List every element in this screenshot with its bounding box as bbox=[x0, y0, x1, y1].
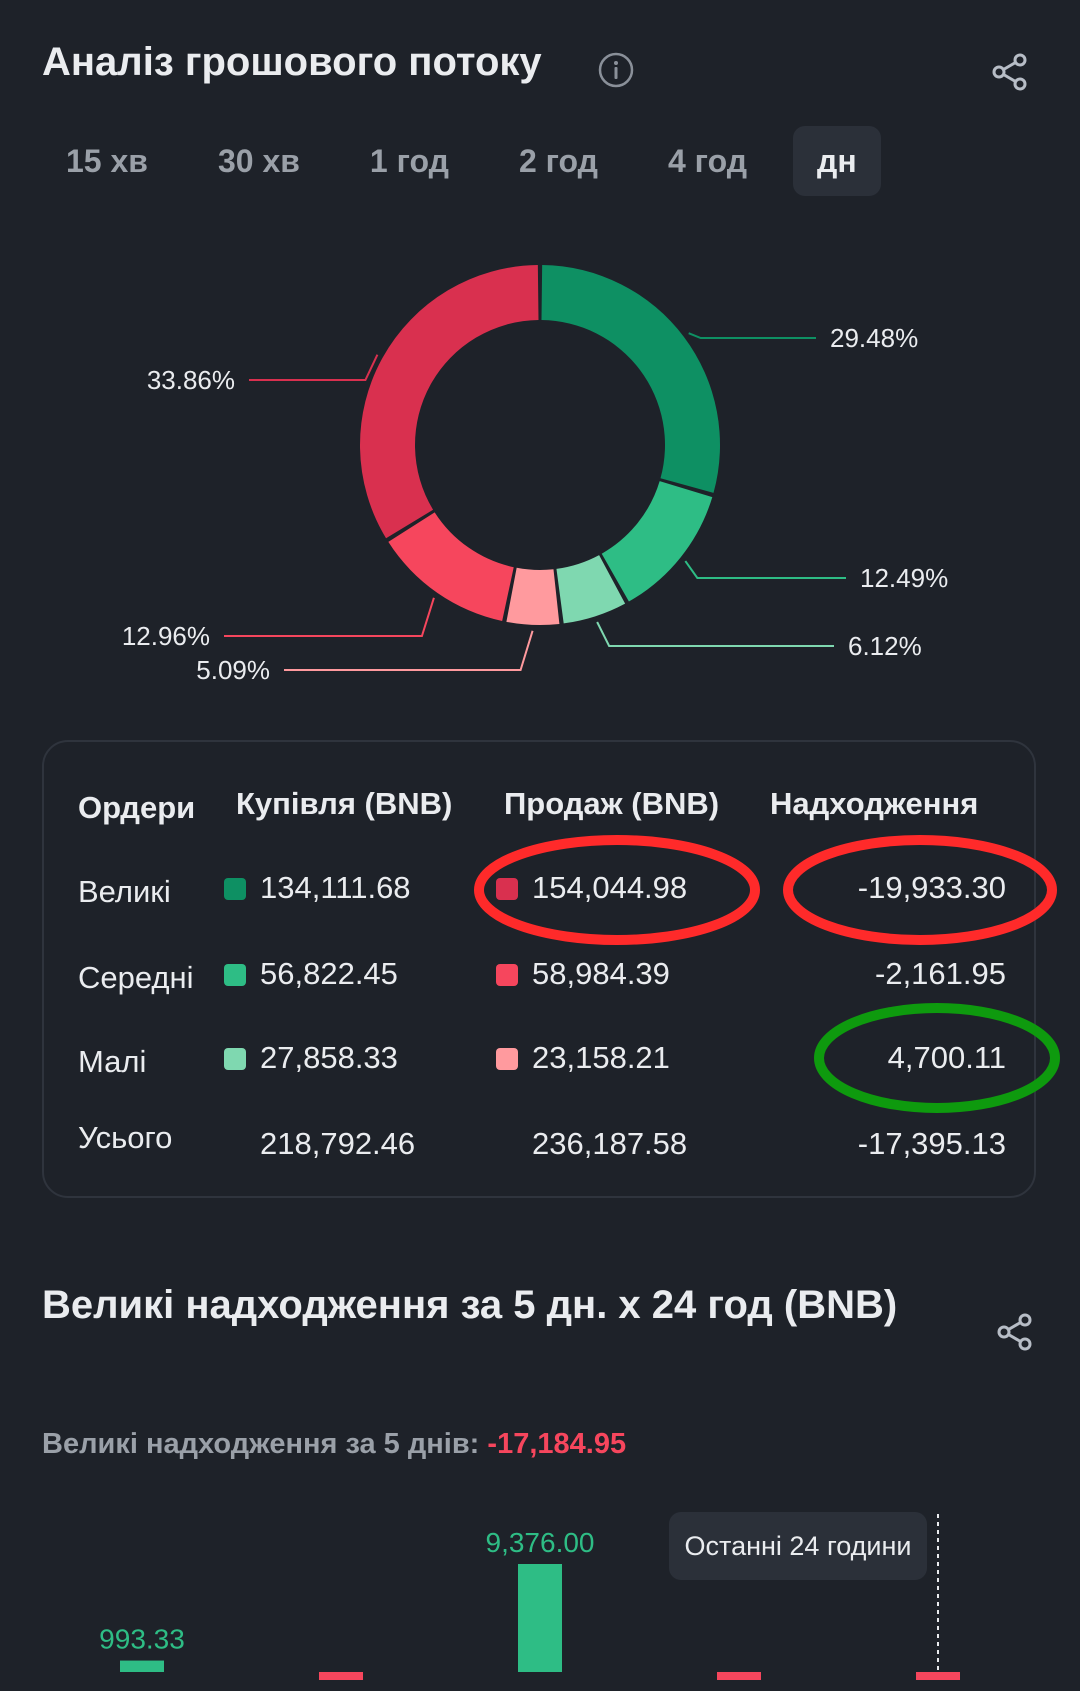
slice-buy-small-label: 6.12% bbox=[848, 631, 922, 661]
slice-buy-medium bbox=[601, 481, 713, 602]
row-name-medium: Середні bbox=[78, 960, 194, 995]
slice-buy-medium-label: 12.49% bbox=[860, 563, 948, 593]
buy-large-swatch bbox=[224, 878, 246, 900]
slice-sell-small-label: 5.09% bbox=[196, 655, 270, 685]
row-name-small: Малі bbox=[78, 1044, 147, 1079]
row-name-total: Усього bbox=[78, 1120, 173, 1155]
slice-buy-large-label: 29.48% bbox=[830, 323, 918, 353]
slice-sell-medium-leader bbox=[224, 597, 435, 637]
inflow-bar-chart: 993.33 9,376.00 bbox=[99, 1514, 960, 1680]
timeframe-tabs: 15 хв 30 хв 1 год 2 год 4 год дн bbox=[42, 126, 903, 196]
tab-1h[interactable]: 1 год bbox=[369, 143, 449, 179]
buy-small-swatch bbox=[224, 1048, 246, 1070]
buy-total: 218,792.46 bbox=[260, 1126, 416, 1161]
col-header-sell: Продаж (BNB) bbox=[504, 786, 720, 821]
col-header-buy: Купівля (BNB) bbox=[236, 786, 453, 821]
buy-medium-value: 56,822.45 bbox=[260, 956, 398, 991]
slice-buy-medium-leader bbox=[684, 560, 846, 579]
summary-value: -17,184.95 bbox=[487, 1428, 627, 1460]
row-name-large: Великі bbox=[78, 874, 171, 909]
buy-small-value: 27,858.33 bbox=[260, 1040, 398, 1075]
bar-4 bbox=[717, 1672, 761, 1680]
slice-sell-medium bbox=[388, 512, 514, 621]
tab-4h[interactable]: 4 год bbox=[667, 143, 747, 179]
buy-large: 134,111.68 bbox=[224, 870, 411, 906]
buy-large-value: 134,111.68 bbox=[260, 870, 411, 905]
slice-sell-large-leader bbox=[249, 354, 379, 381]
sell-medium: 58,984.39 bbox=[496, 956, 670, 992]
sell-total: 236,187.58 bbox=[532, 1126, 688, 1161]
share-icon[interactable] bbox=[990, 52, 1030, 92]
inflow-large: -19,933.30 bbox=[857, 870, 1006, 905]
slice-sell-large-label: 33.86% bbox=[147, 365, 235, 395]
sell-small-value: 23,158.21 bbox=[532, 1040, 670, 1075]
share-icon[interactable] bbox=[995, 1312, 1035, 1352]
sell-medium-value: 58,984.39 bbox=[532, 956, 670, 991]
bar-2 bbox=[319, 1672, 363, 1680]
buy-medium: 56,822.45 bbox=[224, 956, 398, 992]
inflow-medium: -2,161.95 bbox=[875, 956, 1006, 991]
inflow-total: -17,395.13 bbox=[857, 1126, 1006, 1161]
slice-buy-small-leader bbox=[596, 621, 834, 647]
donut-chart: 29.48% 12.49% 6.12% 5.09% 12.96% 33.86% bbox=[122, 265, 948, 685]
buy-small: 27,858.33 bbox=[224, 1040, 398, 1076]
sell-large-value: 154,044.98 bbox=[532, 870, 688, 905]
large-inflow-section-title: Великі надходження за 5 дн. х 24 год (BN… bbox=[42, 1283, 898, 1327]
orders-table: Ордери Купівля (BNB) Продаж (BNB) Надход… bbox=[42, 740, 1036, 1198]
col-header-inflow: Надходження bbox=[770, 786, 979, 821]
large-inflow-summary: Великі надходження за 5 днів: -17,184.95 bbox=[42, 1428, 626, 1461]
tab-30m[interactable]: 30 хв bbox=[217, 143, 300, 179]
slice-sell-medium-label: 12.96% bbox=[122, 621, 210, 651]
inflow-small: 4,700.11 bbox=[887, 1040, 1006, 1075]
slice-sell-small-leader bbox=[284, 630, 534, 671]
tab-2h[interactable]: 2 год bbox=[518, 143, 598, 179]
col-header-orders: Ордери bbox=[78, 790, 196, 825]
summary-label: Великі надходження за 5 днів: bbox=[42, 1428, 480, 1460]
sell-small-swatch bbox=[496, 1048, 518, 1070]
slice-buy-small bbox=[556, 555, 626, 624]
buy-medium-swatch bbox=[224, 964, 246, 986]
tab-day[interactable]: дн bbox=[793, 126, 881, 196]
slice-buy-large-leader bbox=[688, 332, 816, 339]
slice-sell-small bbox=[506, 567, 560, 625]
bar-3 bbox=[518, 1564, 562, 1672]
sell-large-swatch bbox=[496, 878, 518, 900]
last-24h-tooltip: Останні 24 години bbox=[669, 1512, 927, 1580]
bar-label-3: 9,376.00 bbox=[486, 1527, 595, 1558]
slice-buy-large bbox=[541, 265, 721, 493]
sell-large: 154,044.98 bbox=[496, 870, 687, 906]
bar-1 bbox=[120, 1660, 164, 1672]
bar-5 bbox=[916, 1672, 960, 1680]
page-title: Аналіз грошового потоку bbox=[42, 40, 542, 84]
tab-15m[interactable]: 15 хв bbox=[66, 143, 148, 179]
sell-small: 23,158.21 bbox=[496, 1040, 670, 1076]
sell-medium-swatch bbox=[496, 964, 518, 986]
info-icon[interactable] bbox=[598, 52, 634, 88]
bar-label-1: 993.33 bbox=[99, 1624, 185, 1655]
slice-sell-large bbox=[360, 265, 539, 539]
